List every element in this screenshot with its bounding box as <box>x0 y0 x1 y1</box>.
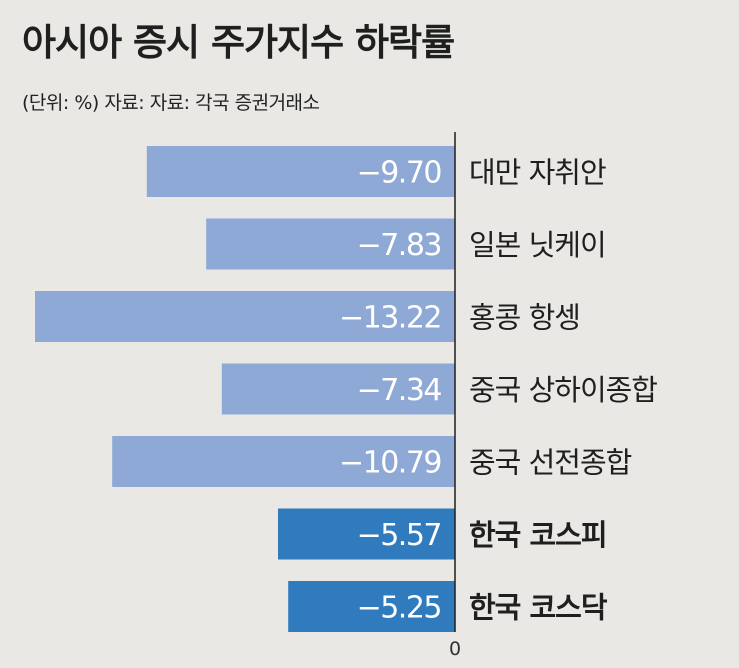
bar-6 <box>278 508 455 560</box>
bar-value-label-7: −5.25 <box>357 591 441 626</box>
category-label-6: 한국 코스피 <box>469 518 607 552</box>
bar-value-label-6: −5.57 <box>357 518 441 553</box>
category-label-4: 중국 상하이종합 <box>469 373 657 407</box>
category-label-2: 일본 닛케이 <box>469 228 606 262</box>
bar-value-label-3: −13.22 <box>339 301 441 336</box>
bar-value-label-5: −10.79 <box>339 446 441 481</box>
bar-value-label-2: −7.83 <box>357 228 441 263</box>
category-label-3: 홍콩 항셍 <box>469 301 580 335</box>
bar-value-label-1: −9.70 <box>357 156 442 191</box>
bar-7 <box>288 581 455 632</box>
bar-4 <box>221 363 455 415</box>
bar-2 <box>206 218 455 270</box>
bar-5 <box>112 436 455 487</box>
bar-value-label-4: −7.34 <box>357 373 442 408</box>
bar-1 <box>146 146 456 197</box>
chart-title: 아시아 증시 주가지수 하락률 <box>22 21 455 64</box>
category-label-7: 한국 코스닥 <box>469 591 608 625</box>
category-label-1: 대만 자취안 <box>469 156 606 190</box>
chart-subtitle: (단위: %) 자료: 자료: 각국 증권거래소 <box>22 92 320 114</box>
zero-tick-label: 0 <box>449 638 461 660</box>
bar-3 <box>35 291 455 342</box>
category-label-5: 중국 선전종합 <box>469 446 632 480</box>
